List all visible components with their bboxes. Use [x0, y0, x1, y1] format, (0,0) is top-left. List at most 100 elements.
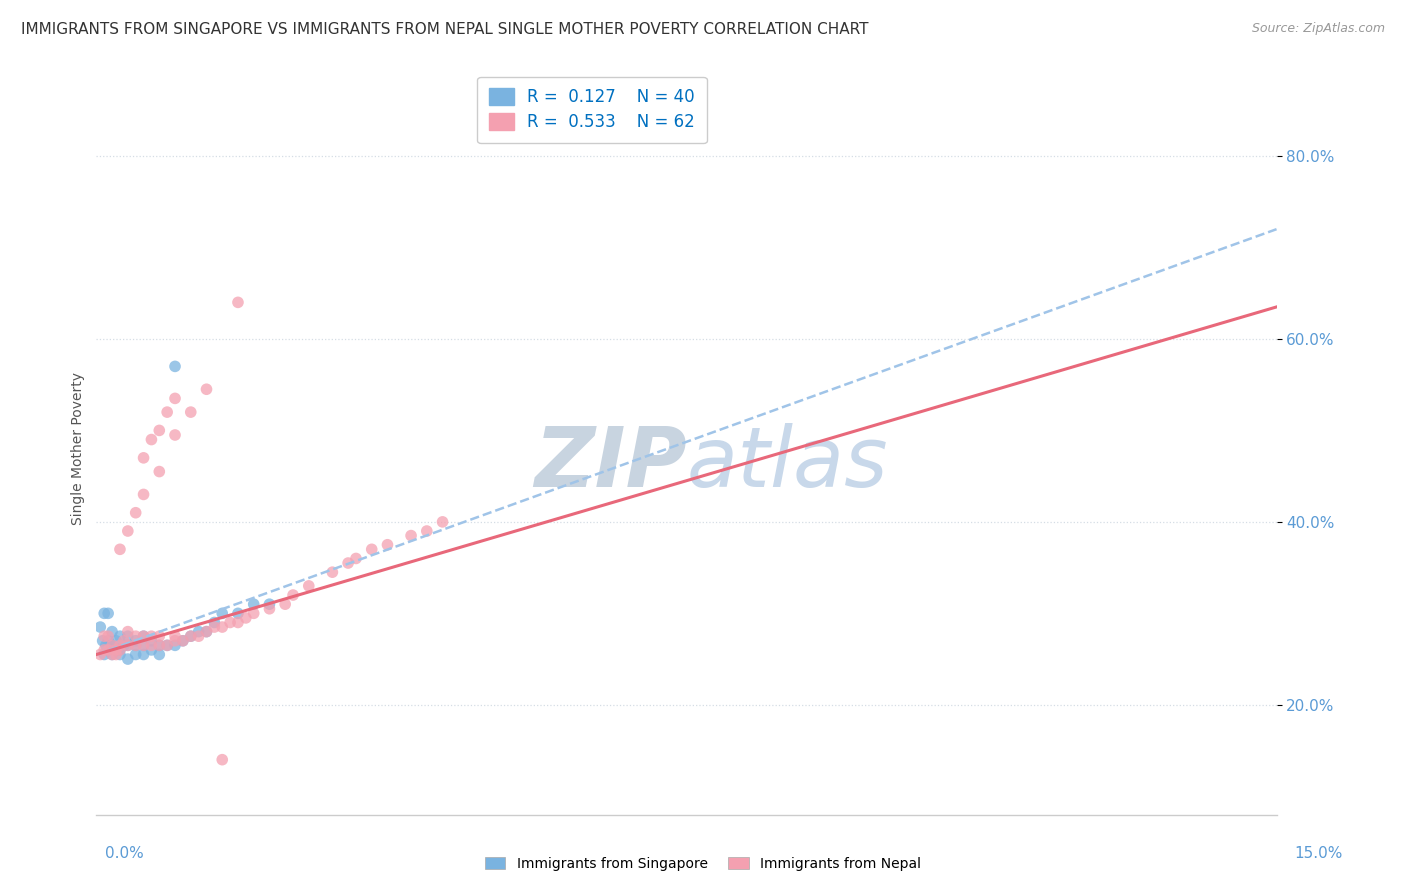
- Point: [298, 579, 321, 593]
- Point: [117, 652, 139, 666]
- Text: IMMIGRANTS FROM SINGAPORE VS IMMIGRANTS FROM NEPAL SINGLE MOTHER POVERTY CORRELA: IMMIGRANTS FROM SINGAPORE VS IMMIGRANTS …: [21, 22, 869, 37]
- Point: [156, 638, 179, 652]
- Text: Source: ZipAtlas.com: Source: ZipAtlas.com: [1251, 22, 1385, 36]
- Point: [132, 648, 155, 662]
- Point: [125, 506, 148, 520]
- Point: [97, 643, 120, 657]
- Point: [125, 638, 148, 652]
- Point: [172, 633, 194, 648]
- Point: [125, 648, 148, 662]
- Point: [187, 624, 209, 639]
- Point: [108, 643, 131, 657]
- Point: [274, 597, 297, 611]
- Point: [117, 638, 139, 652]
- Point: [399, 528, 422, 542]
- Legend: R =  0.127    N = 40, R =  0.533    N = 62: R = 0.127 N = 40, R = 0.533 N = 62: [477, 77, 707, 143]
- Point: [180, 629, 202, 643]
- Point: [108, 629, 131, 643]
- Point: [89, 620, 111, 634]
- Point: [156, 405, 179, 419]
- Point: [97, 629, 120, 643]
- Point: [97, 607, 120, 621]
- Text: 15.0%: 15.0%: [1295, 846, 1343, 861]
- Point: [219, 615, 242, 630]
- Point: [226, 295, 249, 310]
- Point: [163, 428, 186, 442]
- Point: [125, 629, 148, 643]
- Point: [141, 629, 163, 643]
- Point: [141, 643, 163, 657]
- Point: [242, 597, 264, 611]
- Point: [93, 607, 115, 621]
- Point: [163, 359, 186, 374]
- Point: [105, 633, 128, 648]
- Point: [360, 542, 382, 557]
- Point: [117, 624, 139, 639]
- Point: [156, 638, 179, 652]
- Point: [101, 638, 124, 652]
- Point: [108, 638, 131, 652]
- Point: [416, 524, 439, 538]
- Point: [132, 487, 155, 501]
- Point: [93, 629, 115, 643]
- Point: [226, 607, 249, 621]
- Point: [89, 648, 111, 662]
- Point: [117, 638, 139, 652]
- Point: [211, 607, 233, 621]
- Point: [163, 633, 186, 648]
- Point: [148, 424, 170, 438]
- Point: [108, 542, 131, 557]
- Point: [148, 638, 170, 652]
- Point: [108, 648, 131, 662]
- Point: [180, 629, 202, 643]
- Point: [117, 524, 139, 538]
- Point: [132, 638, 155, 652]
- Text: 0.0%: 0.0%: [105, 846, 145, 861]
- Point: [344, 551, 367, 566]
- Point: [101, 648, 124, 662]
- Point: [432, 515, 454, 529]
- Point: [94, 638, 117, 652]
- Point: [235, 611, 257, 625]
- Point: [105, 648, 128, 662]
- Point: [125, 633, 148, 648]
- Text: ZIP: ZIP: [534, 423, 686, 504]
- Point: [337, 556, 360, 570]
- Point: [180, 405, 202, 419]
- Point: [321, 565, 343, 579]
- Point: [202, 620, 225, 634]
- Point: [163, 392, 186, 406]
- Point: [148, 648, 170, 662]
- Point: [132, 629, 155, 643]
- Y-axis label: Single Mother Poverty: Single Mother Poverty: [72, 372, 86, 525]
- Point: [112, 638, 135, 652]
- Point: [125, 638, 148, 652]
- Point: [112, 633, 135, 648]
- Point: [187, 629, 209, 643]
- Point: [91, 633, 114, 648]
- Point: [195, 382, 218, 396]
- Point: [132, 629, 155, 643]
- Point: [132, 450, 155, 465]
- Point: [172, 633, 194, 648]
- Point: [259, 597, 281, 611]
- Point: [226, 615, 249, 630]
- Point: [97, 633, 120, 648]
- Point: [148, 629, 170, 643]
- Point: [141, 633, 163, 648]
- Point: [259, 601, 281, 615]
- Point: [132, 638, 155, 652]
- Point: [195, 624, 218, 639]
- Point: [93, 648, 115, 662]
- Point: [148, 465, 170, 479]
- Point: [105, 643, 128, 657]
- Point: [117, 629, 139, 643]
- Point: [101, 624, 124, 639]
- Text: atlas: atlas: [686, 423, 889, 504]
- Point: [163, 629, 186, 643]
- Point: [101, 648, 124, 662]
- Point: [211, 620, 233, 634]
- Point: [141, 433, 163, 447]
- Point: [377, 538, 399, 552]
- Point: [281, 588, 304, 602]
